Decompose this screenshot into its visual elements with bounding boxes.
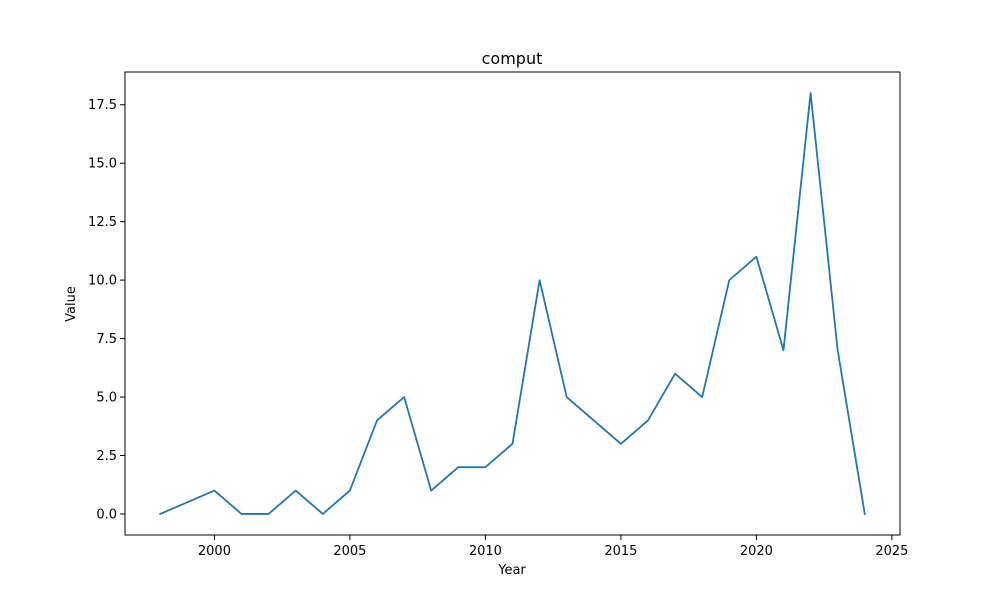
- y-tick-label: 17.5: [88, 98, 117, 113]
- y-axis-label: Value: [64, 286, 79, 322]
- x-axis-label: Year: [497, 563, 526, 578]
- y-tick-label: 0.0: [96, 507, 117, 522]
- plot-frame: [124, 71, 901, 536]
- x-tick-label: 2000: [198, 544, 231, 559]
- x-tick-label: 2020: [740, 544, 773, 559]
- y-axis: 0.0 2.5 5.0 7.5 10.0 12.5 15.0 17.5: [88, 98, 125, 522]
- y-tick-label: 10.0: [88, 274, 117, 289]
- y-tick-label: 5.0: [96, 391, 117, 406]
- chart-title: comput: [482, 49, 543, 68]
- series-layer: [159, 92, 866, 516]
- y-tick-label: 2.5: [96, 449, 117, 464]
- x-tick-label: 2015: [604, 544, 637, 559]
- y-tick-label: 15.0: [88, 157, 117, 172]
- x-axis: 2000 2005 2010 2015 2020 2025: [198, 535, 908, 559]
- x-tick-label: 2010: [469, 544, 502, 559]
- series-line: [159, 92, 866, 516]
- y-tick-label: 12.5: [88, 215, 117, 230]
- y-tick-label: 7.5: [96, 332, 117, 347]
- x-tick-label: 2005: [333, 544, 366, 559]
- x-tick-label: 2025: [875, 544, 908, 559]
